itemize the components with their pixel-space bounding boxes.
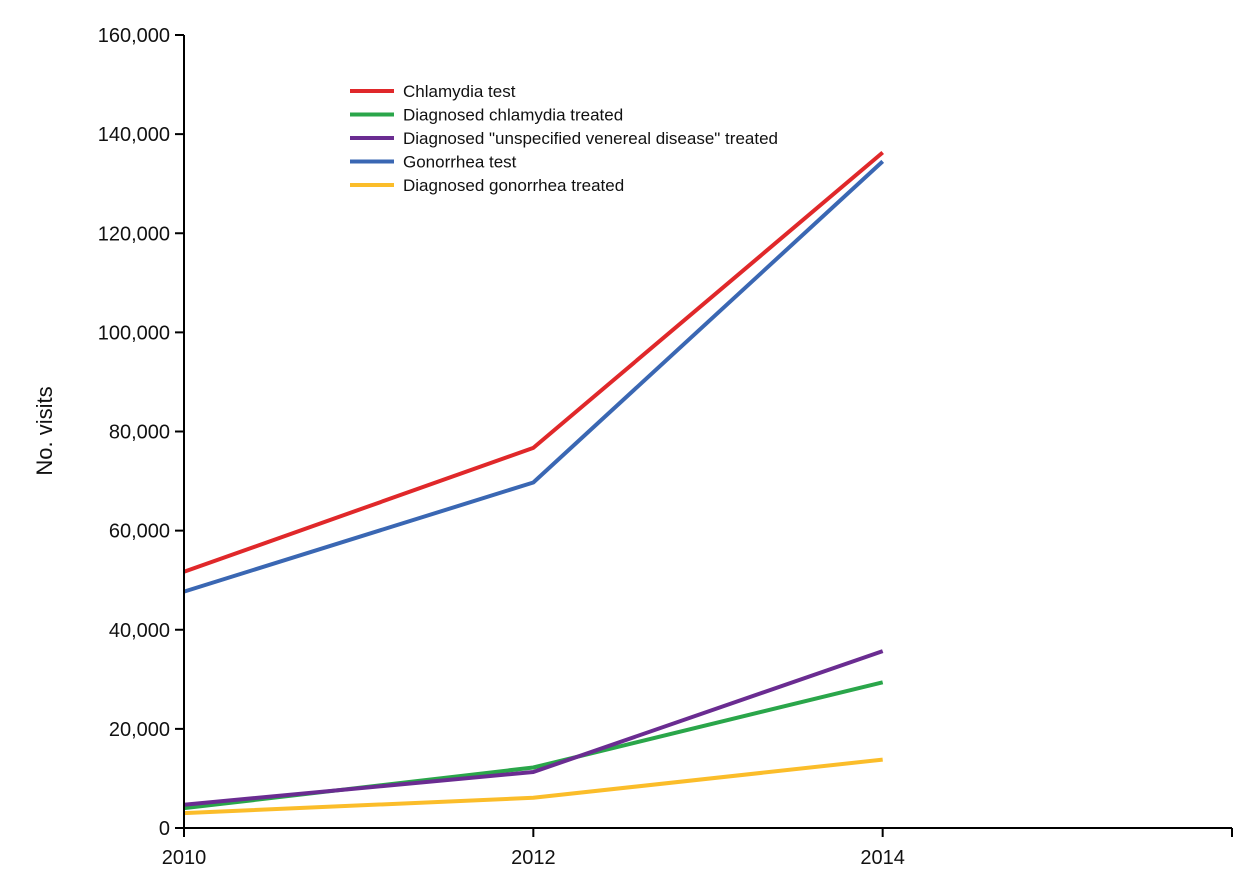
legend-label: Gonorrhea test (403, 153, 517, 172)
legend-label: Diagnosed chlamydia treated (403, 106, 623, 125)
series-line-3 (183, 649, 884, 807)
series-line-4 (183, 159, 885, 594)
y-tick-label: 140,000 (98, 124, 170, 146)
x-tick-label: 2010 (162, 847, 207, 869)
legend-label: Diagnosed "unspecified venereal disease"… (403, 129, 778, 148)
y-tick-label: 120,000 (98, 223, 170, 245)
x-tick-label: 2014 (860, 847, 905, 869)
y-tick-label: 100,000 (98, 322, 170, 344)
y-tick-label: 0 (159, 818, 170, 840)
legend-label: Diagnosed gonorrhea treated (403, 176, 624, 195)
series-line-2 (183, 680, 884, 811)
x-axis-ticks: 2010 2012 2014 (162, 828, 1233, 869)
series-lines (183, 150, 885, 816)
y-tick-label: 160,000 (98, 25, 170, 47)
y-axis-title: No. visits (32, 386, 57, 475)
legend: Chlamydia test Diagnosed chlamydia treate… (350, 82, 778, 195)
x-tick-label: 2012 (511, 847, 556, 869)
y-tick-label: 80,000 (109, 422, 170, 444)
y-tick-label: 60,000 (109, 521, 170, 543)
series-line-5 (183, 757, 883, 816)
y-tick-label: 20,000 (109, 719, 170, 741)
y-axis-ticks: 0 20,000 40,000 60,000 80,000 100,000 120,000 1… (98, 25, 184, 840)
legend-label: Chlamydia test (403, 82, 516, 101)
y-tick-label: 40,000 (109, 620, 170, 642)
series-line-1 (183, 150, 884, 574)
